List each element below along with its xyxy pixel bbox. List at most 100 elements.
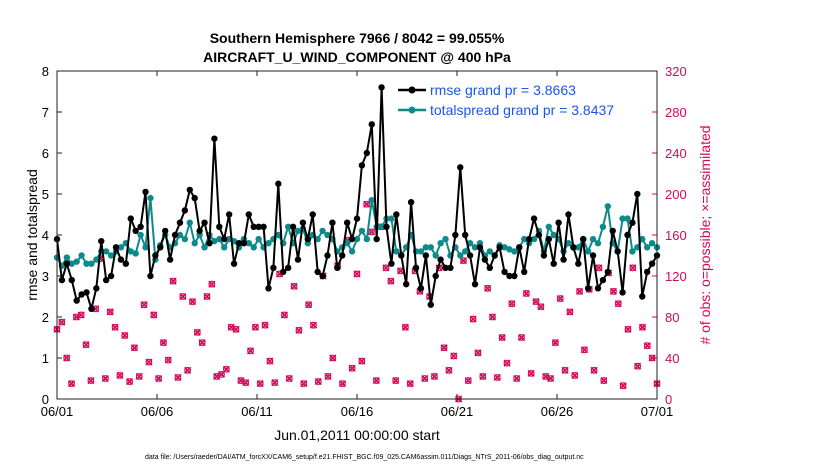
obs-assimilated-marker	[203, 292, 211, 301]
obs-possible-marker	[353, 270, 361, 278]
rmse-point	[417, 285, 425, 292]
obs-assimilated-marker	[338, 380, 347, 388]
axes-ticks: 06/01 06/06 06/11 06/16 06/21 06/26 07/0101234…	[41, 64, 687, 419]
obs-assimilated-marker	[213, 372, 221, 381]
rmse-point	[216, 223, 223, 230]
rmse-point	[147, 272, 154, 280]
obs-possible-marker	[329, 354, 337, 362]
obs-assimilated-marker	[498, 333, 506, 342]
rmse-point	[73, 297, 80, 304]
obs-possible-marker	[310, 321, 317, 329]
obs-possible-marker	[256, 380, 264, 388]
rmse-point	[599, 276, 607, 284]
obs-possible-marker	[358, 357, 366, 365]
totalspread-point	[284, 223, 292, 230]
totalspread-point	[250, 244, 257, 251]
obs-assimilated-marker	[624, 325, 632, 333]
obs-assimilated-marker	[353, 270, 361, 278]
rmse-point	[137, 223, 144, 230]
obs-assimilated-marker	[198, 339, 206, 347]
rmse-point	[407, 199, 415, 206]
rmse-point	[171, 231, 179, 239]
obs-possible-marker	[571, 372, 579, 379]
obs-assimilated-marker	[58, 318, 66, 326]
rmse-point	[358, 162, 366, 169]
totalspread-point	[211, 237, 218, 245]
obs-assimilated-marker	[82, 341, 90, 349]
obs-assimilated-marker	[571, 371, 579, 379]
obs-possible-marker	[271, 379, 279, 387]
obs-possible-marker	[290, 282, 298, 290]
totalspread-point	[457, 252, 464, 259]
obs-assimilated-marker	[488, 313, 497, 321]
obs-assimilated-marker	[222, 365, 230, 373]
obs-assimilated-marker	[348, 364, 356, 372]
legend-spread-label: totalspread grand pr = 3.8437	[430, 102, 614, 118]
obs-assimilated-marker	[474, 349, 482, 357]
rmse-point	[629, 219, 636, 226]
rmse-point	[235, 240, 243, 247]
totalspread-point	[221, 244, 228, 251]
rmse-point	[388, 260, 395, 267]
obs-possible-marker	[619, 382, 627, 390]
obs-possible-marker	[464, 377, 472, 384]
obs-assimilated-marker	[145, 358, 153, 366]
y2-tick-label: 240	[665, 146, 687, 161]
rmse-point	[604, 268, 612, 276]
obs-assimilated-marker	[576, 287, 584, 295]
rmse-point	[619, 289, 626, 296]
obs-possible-marker	[285, 375, 293, 382]
obs-possible-marker	[160, 339, 167, 347]
obs-possible-marker	[537, 303, 545, 311]
obs-assimilated-marker	[72, 313, 80, 321]
totalspread-point	[186, 219, 193, 226]
totalspread-point	[501, 244, 508, 251]
obs-possible-marker	[556, 295, 564, 302]
obs-assimilated-marker	[445, 366, 453, 374]
rmse-point	[491, 252, 498, 259]
rmse-point	[152, 252, 159, 259]
obs-possible-marker	[648, 354, 656, 362]
rmse-point	[83, 289, 90, 296]
obs-assimilated-marker	[358, 357, 366, 365]
y2-tick-label: 80	[665, 310, 679, 325]
obs-assimilated-marker	[77, 311, 85, 319]
rmse-point	[161, 227, 169, 235]
y2-axis-label: # of obs: o=possible; ×=assimilated	[697, 125, 713, 344]
rmse-point	[393, 211, 400, 218]
totalspread-point	[639, 235, 646, 243]
obs-assimilated-marker	[305, 301, 313, 309]
totalspread-point	[343, 240, 351, 247]
totalspread-point	[142, 244, 149, 251]
totalspread-point	[604, 203, 612, 210]
totalspread-point	[624, 215, 631, 222]
obs-assimilated-marker	[493, 373, 501, 382]
obs-assimilated-marker	[63, 354, 71, 362]
obs-possible-marker	[63, 354, 71, 362]
rmse-point	[506, 272, 513, 280]
rmse-point	[289, 223, 297, 230]
y-tick-label: 6	[42, 146, 49, 161]
totalspread-point	[629, 248, 636, 255]
obs-assimilated-marker	[527, 369, 535, 377]
obs-assimilated-marker	[643, 342, 651, 350]
y2-tick-label: 200	[665, 187, 687, 202]
rmse-point	[575, 260, 582, 267]
rmse-point	[299, 219, 307, 226]
obs-possible-marker	[174, 374, 182, 381]
rmse-point	[309, 211, 316, 218]
totalspread-point	[245, 240, 253, 247]
obs-assimilated-marker	[140, 301, 148, 309]
rmse-point	[496, 244, 503, 251]
obs-possible-marker	[387, 277, 395, 285]
obs-assimilated-marker	[600, 376, 608, 385]
rmse-point	[93, 285, 100, 292]
obs-possible-marker	[581, 346, 588, 354]
obs-assimilated-marker	[101, 374, 109, 383]
totalspread-point	[63, 254, 71, 261]
rmse-point	[88, 305, 95, 312]
totalspread-point	[530, 235, 538, 243]
obs-assimilated-marker	[561, 366, 569, 374]
obs-possible-marker	[576, 287, 583, 295]
obs-possible-marker	[305, 301, 313, 309]
